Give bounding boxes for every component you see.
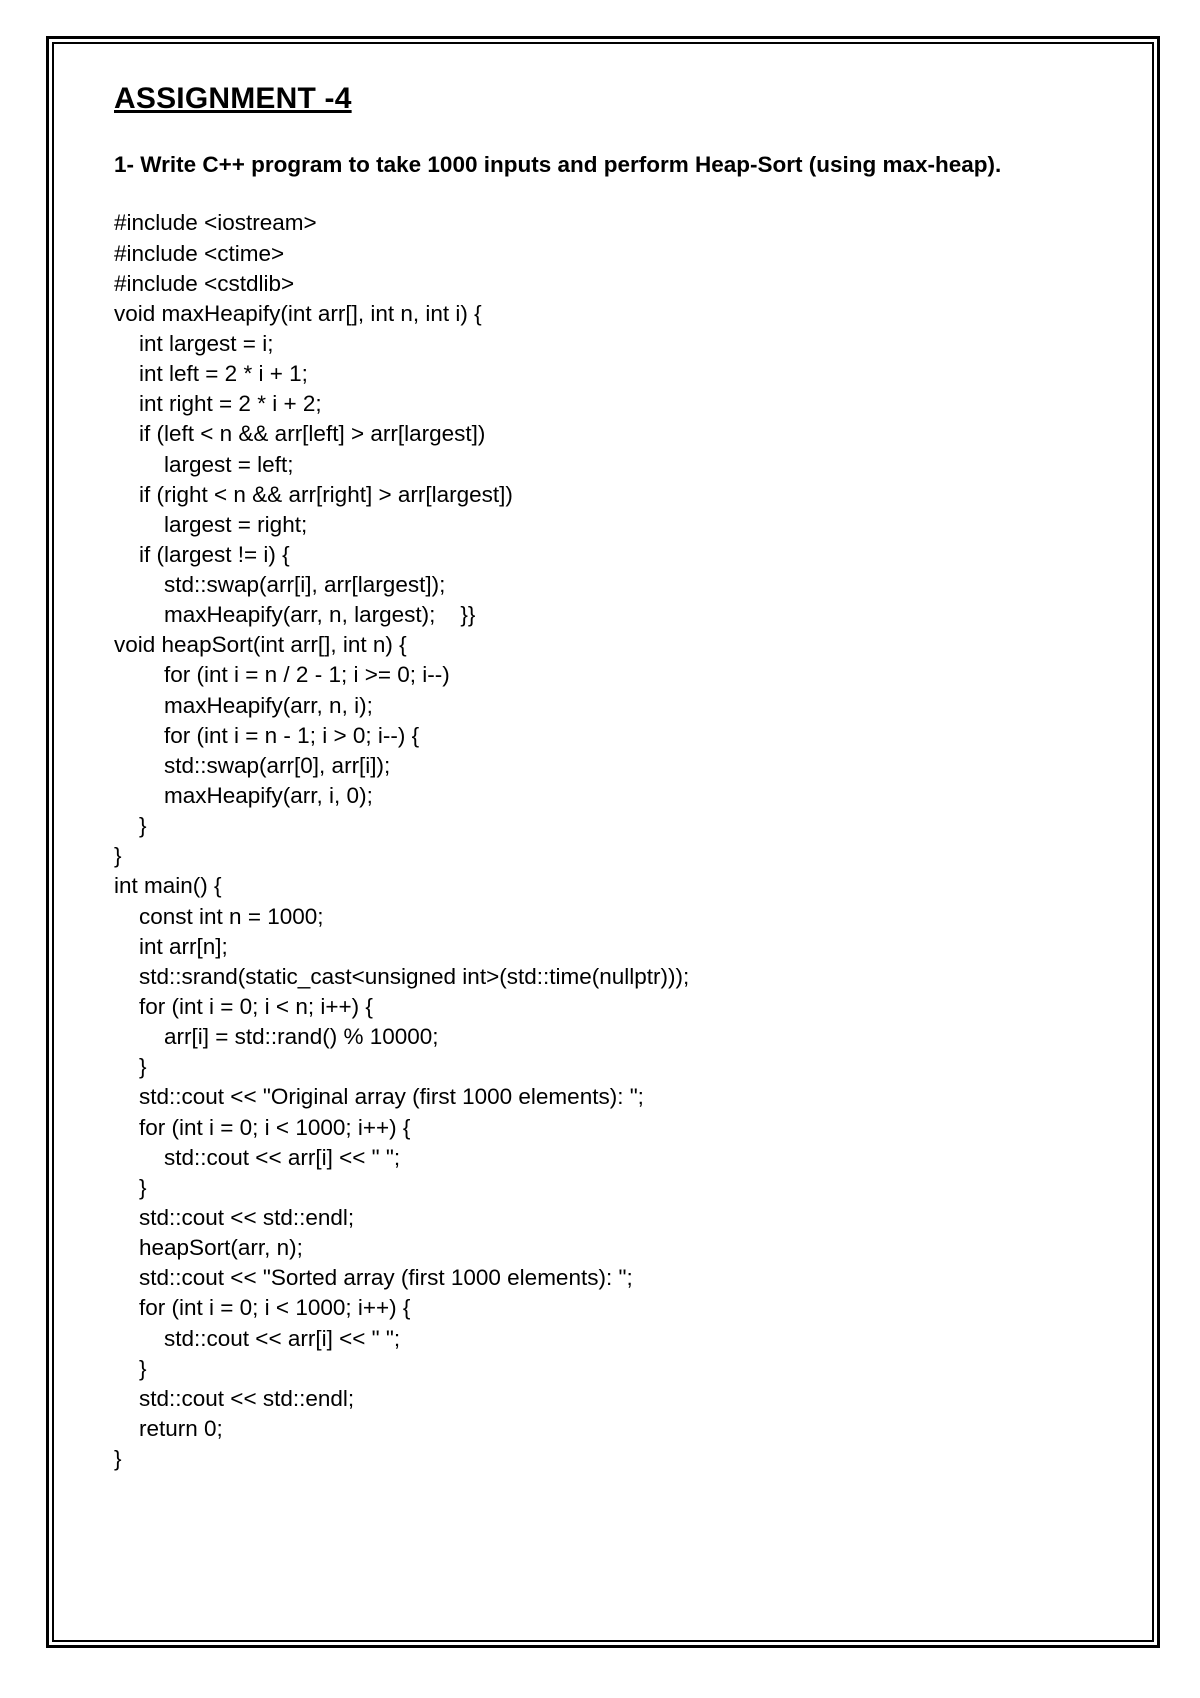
inner-border: ASSIGNMENT -4 1- Write C++ program to ta… [52,42,1154,1642]
question-text: 1- Write C++ program to take 1000 inputs… [114,150,1092,180]
document-page: ASSIGNMENT -4 1- Write C++ program to ta… [0,0,1200,1698]
code-block: #include <iostream> #include <ctime> #in… [114,208,1092,1474]
outer-border: ASSIGNMENT -4 1- Write C++ program to ta… [46,36,1160,1648]
assignment-title: ASSIGNMENT -4 [114,82,1092,116]
